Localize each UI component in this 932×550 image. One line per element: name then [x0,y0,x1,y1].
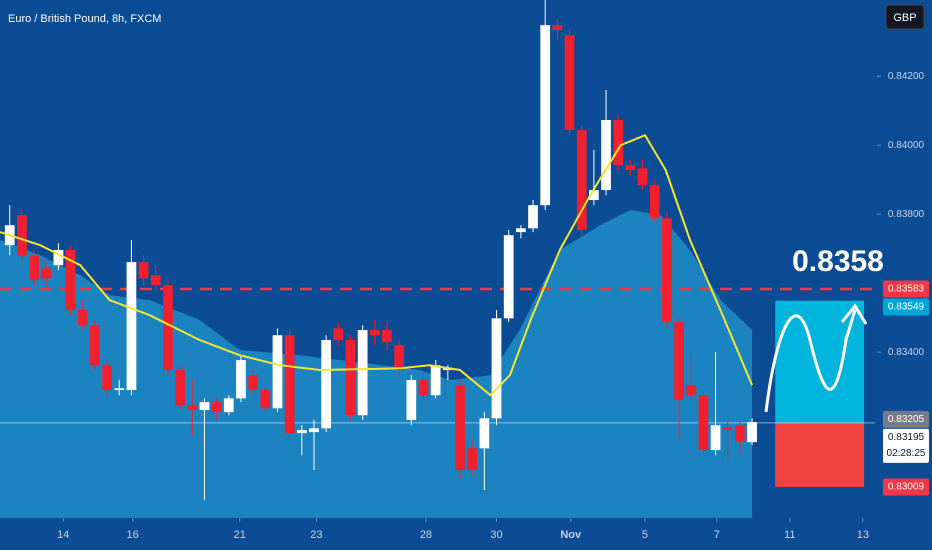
candle-body [357,330,368,416]
candle-body [77,310,88,326]
target-annotation: 0.8358 [792,245,884,278]
candle-body [515,228,526,233]
price-tag [883,428,929,463]
candle-body [613,120,624,166]
x-tick-label: 16 [127,529,139,541]
candle-body [662,218,672,323]
candle-body [65,250,76,311]
candle-body [90,325,100,366]
candle-body [722,427,733,431]
candle-body [17,215,27,256]
candle-body [29,255,39,281]
candle-body [528,205,538,229]
candle-body [540,25,551,206]
price-tag [883,298,929,316]
candle-body [576,130,587,231]
y-tick-label: 0.84000 [888,140,925,151]
x-tick-label: 5 [642,529,648,541]
candle-body [382,330,392,343]
projection-zone [775,422,865,487]
price-tag-label: 0.83549 [888,302,925,313]
candle-body [296,430,307,434]
currency-label[interactable]: GBP [893,12,916,24]
y-tick-label: 0.83800 [888,209,925,220]
candle-body [272,335,283,409]
indicator-area [0,210,753,518]
candle-body [126,262,137,391]
candle-body [552,25,563,31]
candle-body [625,165,636,171]
x-tick-label: Nov [560,529,582,541]
candle-body [467,448,478,471]
x-tick-label: 28 [420,529,432,541]
candle-body [406,380,417,421]
candle-body [138,262,149,279]
candle-body [284,335,295,434]
candle-body [321,340,332,429]
projection-arrow [840,303,868,325]
price-tag [883,478,929,496]
candle-body [430,365,441,396]
candle-body [248,375,258,391]
x-tick-label: 13 [857,529,869,541]
x-tick-label: 14 [57,529,69,541]
candle-body [150,275,161,286]
countdown: 02:28:25 [887,448,926,459]
candle-body [333,328,344,341]
candle-body [564,35,575,131]
candle-body [710,425,721,451]
price-tag-label: 0.83205 [888,414,925,425]
candle-body [479,418,490,449]
candle-body [418,380,429,396]
candle-body [589,190,599,201]
x-tick-label: 7 [714,529,720,541]
candle-body [102,365,112,391]
candle-body [345,340,356,416]
candle-body [503,235,514,319]
y-tick-label: 0.84200 [888,71,925,82]
candle-body [211,402,222,413]
candle-body [649,185,660,219]
y-tick-label: 0.83400 [888,347,925,358]
projection-curve [764,309,857,413]
candle-body [698,395,709,451]
candle-body [41,268,52,279]
x-tick-label: 30 [490,529,502,541]
candle-body [223,398,234,413]
moving-average [0,133,754,397]
price-tag [883,280,929,298]
candle-body [674,322,684,401]
candle-body [491,318,502,419]
candle-body [236,360,246,399]
candle-body [187,405,198,411]
candle-body [369,330,380,336]
candle-body [114,388,125,391]
x-tick-label: 11 [784,529,795,541]
price-tag-label: 0.83009 [888,482,925,493]
candle-body [309,428,319,433]
chart-title: Euro / British Pound, 8h, FXCM [8,13,161,25]
candle-body [260,390,271,409]
candle-body [747,422,757,443]
candle-body [601,120,611,191]
x-tick-label: 23 [310,529,322,541]
candle-body [686,385,697,396]
candle-body [637,168,648,186]
price-tag-label: 0.83583 [888,284,925,295]
candle-body [394,345,405,371]
candle-body [455,385,465,471]
price-tag [883,410,929,428]
candle-body [163,285,173,371]
candle-body [735,425,745,443]
candle-body [199,402,210,411]
price-tag-label: 0.83195 [888,432,925,443]
x-tick-label: 21 [234,529,246,541]
candle-body [175,370,185,406]
candle-body [442,368,453,371]
currency-button[interactable] [885,4,925,30]
candle-body [53,250,64,266]
